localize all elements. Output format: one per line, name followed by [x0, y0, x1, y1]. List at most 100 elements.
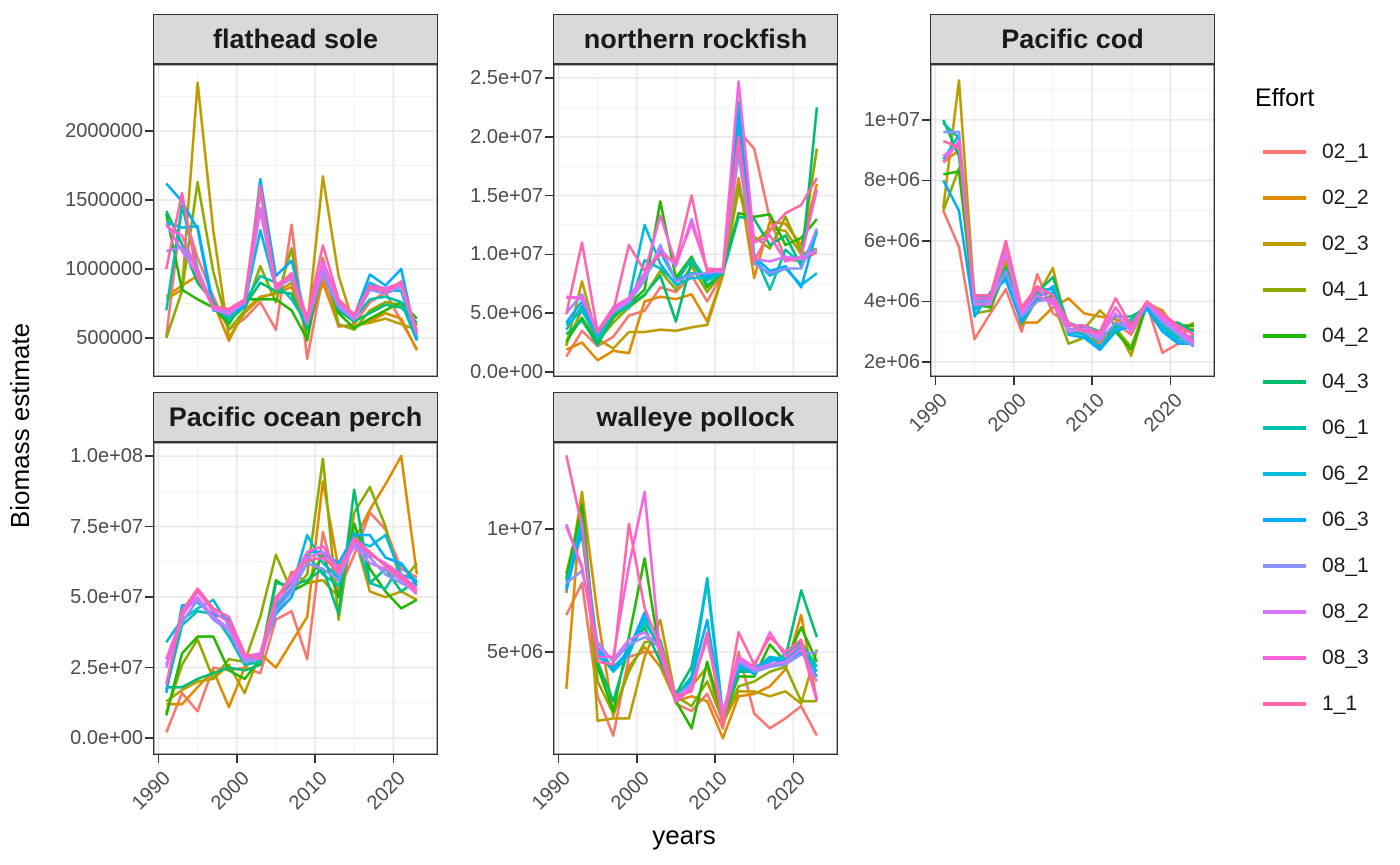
y-tick-label: 6e+06 — [863, 229, 920, 252]
legend-item-label: 08_3 — [1322, 646, 1369, 669]
series-line-02_3 — [165, 533, 418, 703]
facet-panel-pacific-cod: Pacific cod — [930, 14, 1215, 377]
x-tick-mark — [1091, 377, 1093, 385]
series-line-04_1 — [565, 508, 817, 723]
legend-key-line — [1263, 288, 1306, 292]
legend-key-line — [1263, 702, 1306, 706]
legend-key-line — [1263, 518, 1306, 522]
y-tick-mark — [545, 651, 553, 653]
y-tick-label: 1e+07 — [486, 518, 543, 540]
y-tick-label: 5e+06 — [486, 641, 543, 663]
legend: Effort 02_1 02_2 02_3 04_1 04_2 04_3 06_… — [1255, 84, 1369, 727]
facet-title: walleye pollock — [596, 401, 795, 432]
x-tick-label: 2020 — [1140, 389, 1188, 437]
legend-item: 06_3 — [1255, 497, 1369, 543]
y-tick-mark — [145, 737, 153, 739]
facet-title: Pacific cod — [1001, 23, 1144, 54]
legend-item-label: 1_1 — [1322, 692, 1358, 715]
x-axis-title: years — [652, 820, 716, 850]
series-line-02_3 — [565, 188, 818, 350]
x-tick-mark — [392, 755, 395, 763]
facet-strip: flathead sole — [153, 14, 438, 64]
y-tick-label: 2.5e+07 — [70, 656, 143, 679]
y-tick-mark — [145, 596, 153, 598]
legend-item: 1_1 — [1255, 681, 1369, 727]
legend-item: 06_2 — [1255, 451, 1369, 497]
legend-title: Effort — [1255, 84, 1315, 112]
series-line-06_3 — [165, 178, 419, 341]
legend-item: 08_1 — [1255, 543, 1369, 589]
y-tick-mark — [545, 371, 553, 373]
series-line-1_1 — [165, 536, 418, 685]
series-line-1_1 — [565, 135, 819, 334]
x-tick-mark — [314, 755, 316, 763]
y-tick-mark — [145, 666, 153, 669]
legend-item: 04_1 — [1255, 267, 1369, 313]
legend-item-label: 04_3 — [1322, 370, 1369, 393]
facet-strip: Pacific ocean perch — [153, 392, 438, 442]
x-tick-mark — [1169, 377, 1172, 385]
facet-panel-walleye-pollock: walleye pollock — [553, 392, 838, 755]
y-tick-label: 1e+07 — [863, 108, 920, 131]
series-line-1_1 — [565, 454, 819, 725]
y-tick-mark — [545, 253, 553, 256]
legend-item-label: 06_1 — [1322, 416, 1369, 439]
y-tick-label: 1.0e+07 — [470, 243, 543, 266]
legend-key-line — [1263, 610, 1306, 614]
series-line-02_1 — [165, 511, 418, 733]
facet-title: northern rockfish — [583, 23, 808, 54]
legend-item: 08_3 — [1255, 635, 1369, 681]
legend-item: 08_2 — [1255, 589, 1369, 635]
series-line-02_3 — [165, 81, 418, 340]
legend-item: 02_1 — [1255, 129, 1369, 175]
y-tick-mark — [545, 136, 553, 138]
legend-item: 02_3 — [1255, 221, 1369, 267]
y-tick-mark — [922, 361, 930, 363]
y-tick-mark — [922, 300, 930, 303]
y-tick-label: 2.0e+07 — [470, 125, 543, 148]
facet-strip: walleye pollock — [553, 392, 838, 442]
legend-item-label: 02_3 — [1322, 232, 1369, 255]
y-tick-mark — [545, 528, 553, 530]
legend-item: 06_1 — [1255, 405, 1369, 451]
series-line-08_2 — [942, 142, 1195, 345]
y-tick-label: 1500000 — [65, 189, 143, 211]
x-tick-mark — [557, 755, 560, 763]
series-line-1_1 — [942, 139, 1195, 336]
legend-key-line — [1263, 242, 1306, 246]
series-line-04_2 — [165, 213, 418, 341]
facet-plot-pacific-cod — [930, 64, 1215, 377]
legend-key-line — [1263, 150, 1306, 154]
y-tick-label: 5.0e+06 — [470, 302, 543, 325]
y-tick-label: 7.5e+07 — [70, 515, 143, 538]
x-tick-mark — [157, 755, 160, 763]
facet-strip: Pacific cod — [930, 14, 1215, 64]
facet-plot-flathead-sole — [153, 64, 438, 377]
series-line-02_2 — [565, 490, 819, 740]
series-line-08_3 — [566, 80, 819, 333]
y-tick-mark — [922, 240, 930, 242]
series-line-08_2 — [165, 545, 418, 668]
legend-key-line — [1263, 334, 1306, 338]
y-axis-title-text: Biomass estimate — [5, 322, 36, 528]
y-tick-label: 1000000 — [65, 257, 143, 280]
legend-key-line — [1263, 656, 1306, 660]
facet-panel-northern-rockfish: northern rockfish — [553, 14, 838, 377]
legend-key-line — [1263, 564, 1306, 568]
y-tick-label: 4e+06 — [863, 290, 920, 313]
x-tick-mark — [1013, 377, 1015, 385]
x-tick-mark — [714, 755, 716, 763]
y-tick-mark — [145, 525, 153, 528]
y-tick-label: 500000 — [76, 326, 143, 349]
x-tick-label: 2000 — [983, 389, 1031, 437]
facet-title: flathead sole — [212, 23, 379, 54]
y-tick-mark — [145, 268, 153, 270]
x-tick-label: 1990 — [905, 389, 953, 437]
series-line-06_3 — [565, 527, 818, 720]
facet-strip: northern rockfish — [553, 14, 838, 64]
series-line-06_2 — [565, 100, 818, 339]
y-tick-label: 2000000 — [65, 120, 143, 143]
series-line-02_1 — [565, 581, 819, 737]
facet-title: Pacific ocean perch — [168, 401, 423, 432]
y-tick-mark — [545, 194, 553, 197]
